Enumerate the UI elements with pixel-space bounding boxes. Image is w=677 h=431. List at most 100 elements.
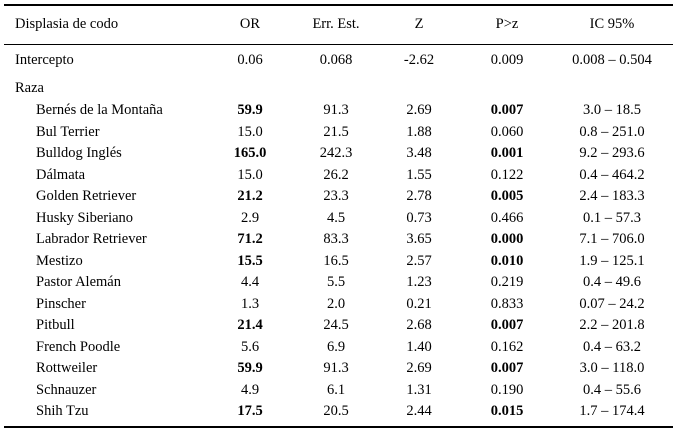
breed-err: 24.5 [323, 317, 349, 333]
table-row: Husky Siberiano 2.9 4.5 0.73 0.466 0.1 – 57.3 [0, 208, 677, 229]
table-row: Bulldog Inglés 165.0 242.3 3.48 0.001 9.2 – 2… [0, 143, 677, 164]
breed-p: 0.219 [490, 274, 524, 290]
breed-z: 2.44 [406, 403, 432, 419]
breed-err: 91.3 [323, 360, 349, 376]
breed-ic: 0.4 – 464.2 [579, 166, 645, 183]
breed-z: 3.48 [406, 145, 432, 161]
table-row: Shih Tzu 17.5 20.5 2.44 0.015 1.7 – 174.4 [0, 401, 677, 422]
breed-name: Husky Siberiano [36, 209, 134, 226]
breed-z: 1.23 [406, 274, 432, 290]
breed-err: 16.5 [323, 252, 349, 269]
breed-ic: 9.2 – 293.6 [579, 145, 645, 161]
breed-name: Bul Terrier [36, 123, 100, 140]
breed-name: Rottweiler [36, 360, 98, 376]
breed-ic: 3.0 – 18.5 [583, 102, 641, 118]
breed-or: 165.0 [233, 145, 267, 161]
breed-p: 0.162 [490, 338, 524, 355]
breed-err: 6.1 [326, 381, 346, 398]
breed-z: 2.78 [406, 188, 432, 204]
breed-ic: 0.4 – 55.6 [583, 381, 641, 398]
breed-err: 21.5 [323, 123, 349, 140]
breed-name: French Poodle [36, 338, 121, 355]
table-row: Bul Terrier 15.0 21.5 1.88 0.060 0.8 – 251.0 [0, 122, 677, 143]
table-header-rule [4, 44, 673, 45]
breed-err: 83.3 [323, 231, 349, 247]
breed-p: 0.001 [490, 145, 524, 161]
breed-ic: 2.4 – 183.3 [579, 188, 645, 204]
breed-p: 0.122 [490, 166, 524, 183]
intercept-err: 0.068 [319, 52, 353, 68]
breed-name: Labrador Retriever [36, 231, 147, 247]
breed-or: 4.9 [240, 381, 260, 398]
breed-p: 0.466 [490, 209, 524, 226]
breed-z: 1.55 [406, 166, 432, 183]
breed-or: 15.5 [237, 252, 263, 269]
breed-or: 15.0 [237, 166, 263, 183]
breed-ic: 7.1 – 706.0 [579, 231, 645, 247]
breed-name: Pinscher [36, 295, 86, 312]
breed-z: 2.68 [406, 317, 432, 333]
breed-z: 0.21 [406, 295, 432, 312]
breed-name: Bernés de la Montaña [36, 102, 163, 118]
breed-p: 0.010 [490, 252, 524, 269]
breed-or: 5.6 [240, 338, 260, 355]
intercept-p: 0.009 [490, 52, 524, 68]
breed-or: 59.9 [237, 102, 263, 118]
table-row: Bernés de la Montaña 59.9 91.3 2.69 0.007 3.0… [0, 100, 677, 121]
breed-or: 71.2 [237, 231, 263, 247]
header-z: Z [414, 16, 424, 32]
breed-ic: 0.1 – 57.3 [583, 209, 641, 226]
breed-name: Pastor Alemán [36, 274, 121, 290]
breed-p: 0.833 [490, 295, 524, 312]
breed-ic: 2.2 – 201.8 [579, 317, 645, 333]
table-row: Pinscher 1.3 2.0 0.21 0.833 0.07 – 24.2 [0, 294, 677, 315]
breed-name: Bulldog Inglés [36, 145, 122, 161]
intercept-row: Intercepto 0.06 0.068 -2.62 0.009 0.008 … [0, 50, 677, 71]
breed-p: 0.007 [490, 102, 524, 118]
breed-err: 4.5 [326, 209, 346, 226]
breed-ic: 0.07 – 24.2 [579, 295, 645, 312]
breed-p: 0.007 [490, 317, 524, 333]
table-row: Schnauzer 4.9 6.1 1.31 0.190 0.4 – 55.6 [0, 380, 677, 401]
breed-ic: 0.8 – 251.0 [579, 123, 645, 140]
table-bottom-rule [4, 426, 673, 428]
group-label: Raza [15, 80, 44, 96]
breed-or: 2.9 [240, 209, 260, 226]
table-row: French Poodle 5.6 6.9 1.40 0.162 0.4 – 63.2 [0, 337, 677, 358]
table-row: Pitbull 21.4 24.5 2.68 0.007 2.2 – 201.8 [0, 315, 677, 336]
header-or: OR [239, 16, 261, 32]
breed-name: Mestizo [36, 252, 83, 269]
table-header-row: Displasia de codo OR Err. Est. Z P>z IC … [0, 14, 677, 35]
breed-name: Dálmata [36, 166, 86, 183]
breed-err: 242.3 [319, 145, 353, 161]
breed-or: 21.2 [237, 188, 263, 204]
breed-ic: 3.0 – 118.0 [579, 360, 645, 376]
breed-or: 59.9 [237, 360, 263, 376]
breed-or: 4.4 [240, 274, 260, 290]
breed-z: 1.40 [406, 338, 432, 355]
header-p: P>z [495, 16, 519, 32]
breed-err: 26.2 [323, 166, 349, 183]
breed-ic: 0.4 – 49.6 [583, 274, 641, 290]
header-err: Err. Est. [312, 16, 360, 32]
breed-name: Shih Tzu [36, 403, 89, 419]
table-top-rule [4, 4, 673, 6]
breed-p: 0.000 [490, 231, 524, 247]
breed-p: 0.190 [490, 381, 524, 398]
breed-or: 17.5 [237, 403, 263, 419]
table-row: Rottweiler 59.9 91.3 2.69 0.007 3.0 – 118.0 [0, 358, 677, 379]
breed-err: 2.0 [326, 295, 346, 312]
intercept-z: -2.62 [403, 52, 435, 68]
table-row: Labrador Retriever 71.2 83.3 3.65 0.000 7.1 –… [0, 229, 677, 250]
table-row: Dálmata 15.0 26.2 1.55 0.122 0.4 – 464.2 [0, 165, 677, 186]
table-row: Golden Retriever 21.2 23.3 2.78 0.005 2.4 – 1… [0, 186, 677, 207]
breed-err: 20.5 [323, 403, 349, 419]
breed-ic: 1.7 – 174.4 [579, 403, 645, 419]
breed-z: 2.57 [406, 252, 432, 269]
intercept-ic: 0.008 – 0.504 [572, 52, 652, 68]
header-name: Displasia de codo [15, 16, 119, 32]
breed-or: 1.3 [240, 295, 260, 312]
breed-ic: 1.9 – 125.1 [579, 252, 645, 269]
intercept-or: 0.06 [237, 52, 263, 68]
